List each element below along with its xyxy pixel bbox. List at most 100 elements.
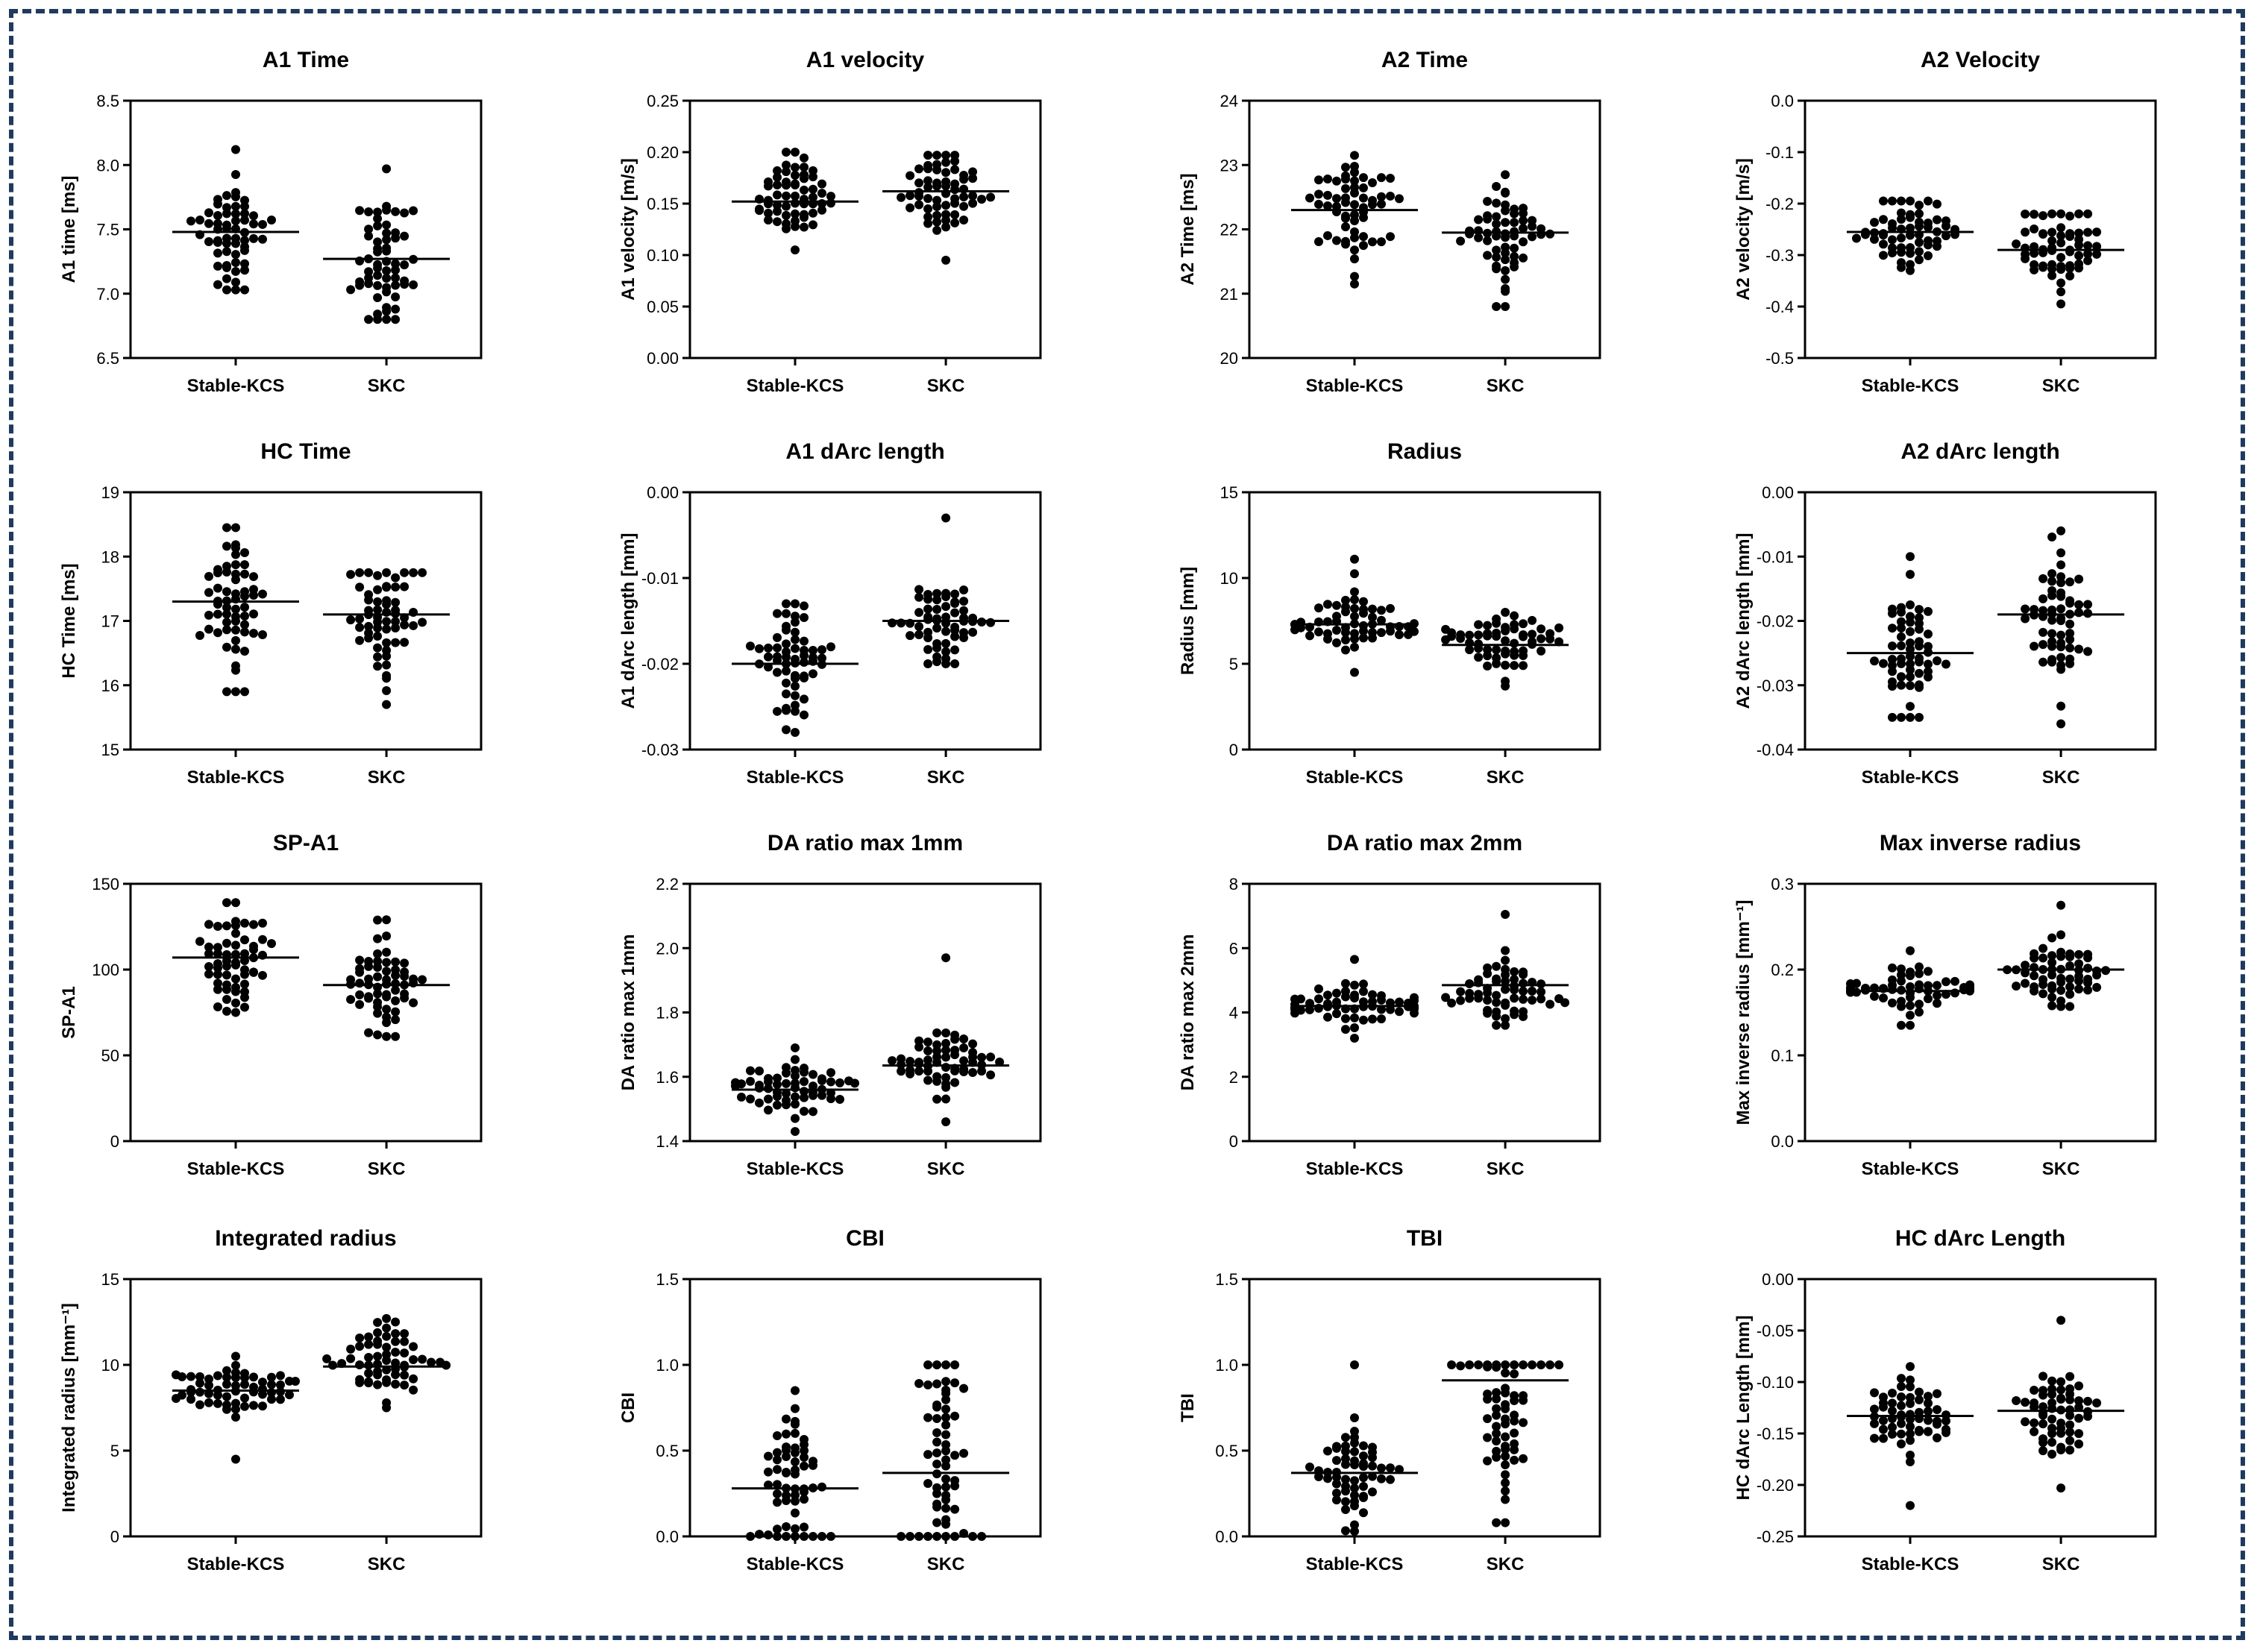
data-point xyxy=(1879,251,1888,260)
data-point xyxy=(1870,1433,1879,1443)
data-point xyxy=(355,614,365,624)
data-point xyxy=(400,1370,409,1380)
data-point xyxy=(1924,967,1933,976)
data-point xyxy=(932,1400,942,1410)
data-point xyxy=(941,1082,951,1092)
data-point xyxy=(2047,1437,2057,1447)
data-point xyxy=(2083,209,2093,219)
data-point xyxy=(1501,1486,1510,1496)
data-point xyxy=(2030,1427,2039,1436)
data-point xyxy=(2065,974,2075,984)
data-point xyxy=(172,1370,181,1380)
data-point xyxy=(1933,242,1941,251)
data-point xyxy=(905,191,915,201)
data-point xyxy=(2056,638,2066,648)
data-point xyxy=(800,673,809,682)
data-point xyxy=(1545,999,1555,1009)
data-point xyxy=(373,1380,383,1389)
data-point xyxy=(231,285,240,295)
data-point xyxy=(222,285,231,295)
data-point xyxy=(800,1532,809,1541)
y-tick-label: 7.0 xyxy=(96,285,119,304)
data-point xyxy=(932,1518,942,1527)
y-tick-label: 0.0 xyxy=(656,1527,679,1546)
data-point xyxy=(2065,1410,2075,1420)
data-point xyxy=(959,216,969,225)
data-point xyxy=(400,1348,409,1358)
data-point xyxy=(2074,1381,2084,1391)
data-point xyxy=(1350,183,1359,192)
figure-border xyxy=(9,9,2245,1640)
data-point xyxy=(204,236,213,246)
data-point xyxy=(1915,999,1924,1009)
data-point xyxy=(800,1087,809,1096)
data-point xyxy=(2038,1446,2048,1456)
y-tick-label: 1.6 xyxy=(656,1068,679,1087)
data-point xyxy=(773,1489,782,1498)
data-point xyxy=(1906,1362,1915,1372)
data-point xyxy=(2065,643,2075,653)
data-point xyxy=(1483,1456,1492,1466)
data-point xyxy=(2038,943,2048,953)
y-tick-label: 0.00 xyxy=(647,349,679,368)
data-point xyxy=(1332,988,1341,998)
y-tick-label: 22 xyxy=(1220,221,1238,239)
data-point xyxy=(809,645,817,655)
data-point xyxy=(959,1448,969,1458)
data-point xyxy=(1933,999,1941,1008)
data-point xyxy=(1897,1392,1906,1401)
data-point xyxy=(1528,1360,1537,1369)
x-category-label: SKC xyxy=(368,376,406,396)
data-point xyxy=(905,631,915,641)
data-point xyxy=(373,310,383,319)
x-category-label: SKC xyxy=(1487,767,1525,788)
data-point xyxy=(1915,1395,1924,1404)
data-point xyxy=(204,588,213,597)
data-point xyxy=(2021,210,2030,219)
data-point xyxy=(1501,255,1510,265)
data-point xyxy=(764,208,773,218)
data-point xyxy=(764,652,773,662)
data-point xyxy=(826,1532,835,1541)
data-point xyxy=(782,148,791,157)
data-point xyxy=(755,1083,764,1093)
data-point xyxy=(2047,951,2057,961)
data-point xyxy=(1510,262,1519,271)
x-category-label: Stable-KCS xyxy=(1306,767,1404,788)
data-point xyxy=(1341,1454,1350,1463)
data-point xyxy=(1906,993,1915,1002)
data-point xyxy=(1350,1427,1359,1436)
data-point xyxy=(391,597,401,607)
data-point xyxy=(1501,283,1510,293)
data-point xyxy=(1941,977,1950,987)
data-point xyxy=(1510,1455,1519,1465)
data-point xyxy=(1510,251,1519,261)
data-point xyxy=(267,1372,276,1382)
data-point xyxy=(1350,569,1359,579)
data-point xyxy=(1465,988,1475,998)
data-point xyxy=(2074,259,2084,268)
data-point xyxy=(923,612,933,622)
data-point xyxy=(427,1357,436,1367)
data-point xyxy=(231,1008,240,1017)
data-point xyxy=(1368,612,1377,622)
data-point xyxy=(1510,650,1519,660)
data-point xyxy=(1536,994,1546,1004)
data-point xyxy=(258,1401,267,1411)
data-point xyxy=(222,970,231,980)
data-point xyxy=(2074,209,2084,219)
data-point xyxy=(231,192,240,201)
data-point xyxy=(391,1015,401,1025)
data-point xyxy=(791,180,800,190)
data-point xyxy=(1915,201,1924,210)
data-point xyxy=(2056,1445,2066,1454)
data-point xyxy=(2047,1001,2057,1011)
data-point xyxy=(2047,1376,2057,1386)
data-point xyxy=(932,1028,942,1037)
data-point xyxy=(1528,986,1537,996)
data-point xyxy=(941,151,951,160)
data-point xyxy=(382,243,392,253)
y-tick-label: 2 xyxy=(1229,1068,1238,1087)
data-point xyxy=(791,1448,800,1457)
